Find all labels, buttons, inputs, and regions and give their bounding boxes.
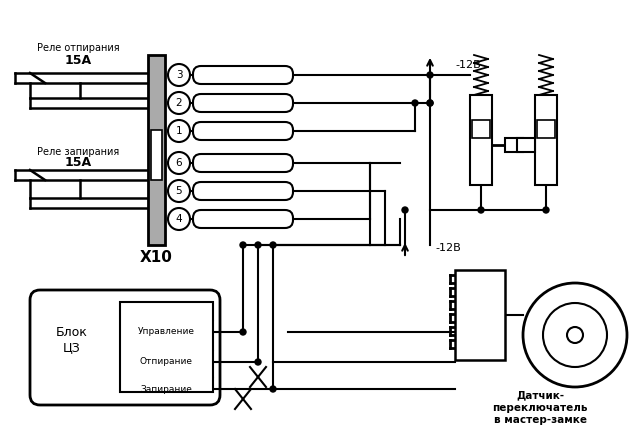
Text: Отпирание: Отпирание: [140, 357, 193, 366]
Text: X10: X10: [140, 251, 172, 265]
Text: Датчик-: Датчик-: [516, 390, 564, 400]
Text: -12В: -12В: [435, 243, 461, 253]
Circle shape: [270, 386, 276, 392]
Circle shape: [240, 242, 246, 248]
Text: 2: 2: [176, 98, 182, 108]
Circle shape: [168, 208, 190, 230]
Text: ЦЗ: ЦЗ: [63, 341, 81, 354]
FancyBboxPatch shape: [193, 122, 293, 140]
FancyBboxPatch shape: [193, 210, 293, 228]
Circle shape: [412, 100, 418, 106]
Circle shape: [168, 92, 190, 114]
Text: 4: 4: [176, 214, 182, 224]
FancyBboxPatch shape: [193, 66, 293, 84]
Circle shape: [427, 100, 433, 106]
Bar: [472, 120, 490, 138]
Bar: [537, 120, 555, 138]
Text: Запирание: Запирание: [140, 384, 192, 393]
Circle shape: [543, 303, 607, 367]
Text: Реле запирания: Реле запирания: [37, 147, 119, 157]
Bar: [470, 95, 492, 185]
Circle shape: [478, 207, 484, 213]
Text: переключатель: переключатель: [492, 403, 588, 413]
Text: 6: 6: [176, 158, 182, 168]
Text: 1: 1: [176, 126, 182, 136]
FancyBboxPatch shape: [193, 182, 293, 200]
FancyBboxPatch shape: [193, 154, 293, 172]
Circle shape: [427, 72, 433, 78]
Bar: [535, 95, 557, 185]
Circle shape: [270, 242, 276, 248]
Bar: [148, 55, 165, 245]
Bar: [455, 270, 505, 360]
Circle shape: [168, 64, 190, 86]
FancyBboxPatch shape: [30, 290, 220, 405]
Circle shape: [255, 242, 261, 248]
Circle shape: [523, 283, 627, 387]
Circle shape: [168, 152, 190, 174]
Circle shape: [567, 327, 583, 343]
Bar: [505, 138, 523, 152]
Bar: [151, 130, 162, 180]
Text: 15А: 15А: [65, 53, 92, 67]
Text: 3: 3: [176, 70, 182, 80]
Circle shape: [168, 120, 190, 142]
Text: -12В: -12В: [455, 60, 481, 70]
Circle shape: [168, 180, 190, 202]
Bar: [517, 138, 535, 152]
FancyBboxPatch shape: [193, 94, 293, 112]
Text: в мастер-замке: в мастер-замке: [493, 415, 586, 425]
Circle shape: [255, 359, 261, 365]
Text: 15А: 15А: [65, 157, 92, 169]
Circle shape: [402, 207, 408, 213]
Text: Управление: Управление: [138, 328, 195, 337]
Bar: [120, 302, 213, 392]
Circle shape: [543, 207, 549, 213]
Circle shape: [240, 329, 246, 335]
Text: Блок: Блок: [56, 326, 88, 338]
Text: Реле отпирания: Реле отпирания: [36, 43, 119, 53]
Circle shape: [427, 100, 433, 106]
Text: 5: 5: [176, 186, 182, 196]
